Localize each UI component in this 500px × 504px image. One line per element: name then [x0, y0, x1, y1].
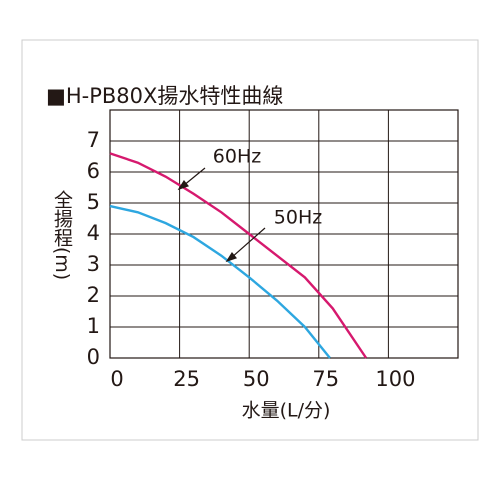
panel-frame — [21, 39, 479, 441]
line-series — [109, 152, 368, 359]
arrowhead — [177, 179, 190, 191]
arrowhead — [225, 251, 238, 263]
chart-title: ■H-PB80X揚水特性曲線 — [46, 84, 283, 108]
annotation-arrows — [177, 167, 266, 263]
arrow — [230, 227, 266, 259]
plot-area: 0 1 2 3 4 5 6 7 0 25 50 75 100 — [87, 109, 459, 391]
y-tick-label: 3 — [87, 252, 100, 276]
y-tick-label: 0 — [87, 345, 100, 369]
y-tick-label: 2 — [87, 283, 100, 307]
x-tick-label: 25 — [173, 367, 200, 391]
x-tick-label: 50 — [243, 367, 270, 391]
x-tick-label: 0 — [110, 367, 123, 391]
series-label: 60Hz — [213, 146, 261, 168]
x-tick-label: 100 — [375, 367, 415, 391]
x-axis-label: 水量(L/分) — [242, 400, 331, 422]
y-axis-label: 全揚程(m) — [51, 190, 73, 281]
y-tick-label: 6 — [87, 159, 100, 183]
arrow — [182, 167, 206, 187]
y-tick-label: 5 — [87, 190, 100, 214]
y-tick-label: 4 — [87, 221, 100, 245]
line-series — [109, 204, 331, 359]
x-tick-label: 75 — [312, 367, 339, 391]
y-tick-label: 1 — [87, 314, 100, 338]
y-tick-label: 7 — [87, 128, 100, 152]
series-label: 50Hz — [274, 207, 322, 229]
